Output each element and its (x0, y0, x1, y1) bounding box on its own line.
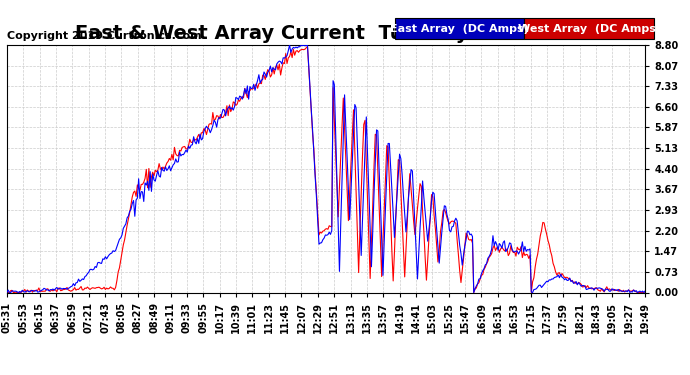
Text: Copyright 2019 Curtronics.com: Copyright 2019 Curtronics.com (7, 32, 201, 41)
Title: East & West Array Current  Tue May 14  20:04: East & West Array Current Tue May 14 20:… (75, 24, 578, 44)
Text: West Array  (DC Amps): West Array (DC Amps) (518, 24, 661, 33)
Text: East Array  (DC Amps): East Array (DC Amps) (390, 24, 529, 33)
